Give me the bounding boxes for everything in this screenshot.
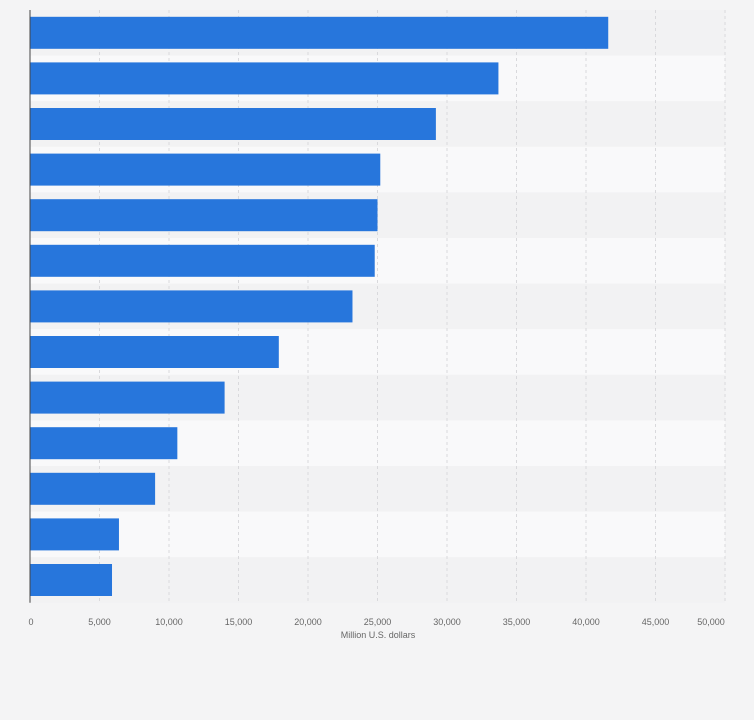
x-tick-label: 5,000 — [88, 617, 111, 627]
x-tick-label: 50,000 — [697, 617, 725, 627]
bar — [30, 199, 378, 232]
x-tick-label: 10,000 — [155, 617, 183, 627]
x-tick-label: 45,000 — [642, 617, 670, 627]
x-axis-title: Million U.S. dollars — [341, 630, 416, 640]
bar — [30, 336, 279, 368]
x-tick-labels: 0 5,000 10,000 15,000 20,000 25,000 30,000 35,0… — [28, 617, 724, 627]
bar — [30, 381, 225, 414]
x-tick-label: 0 — [28, 617, 33, 627]
bar — [30, 244, 375, 277]
x-tick-label: 30,000 — [433, 617, 461, 627]
bar — [30, 472, 156, 505]
x-tick-label: 15,000 — [225, 617, 253, 627]
x-tick-label: 35,000 — [503, 617, 531, 627]
x-tick-label: 40,000 — [572, 617, 600, 627]
x-tick-label: 20,000 — [294, 617, 322, 627]
bar — [30, 153, 381, 186]
bar — [30, 290, 353, 323]
bar — [30, 62, 499, 95]
bar — [30, 427, 178, 460]
x-tick-label: 25,000 — [364, 617, 392, 627]
bar — [30, 518, 119, 551]
bar — [30, 108, 436, 140]
bar — [30, 16, 609, 49]
bar — [30, 564, 113, 596]
bars — [30, 16, 609, 596]
